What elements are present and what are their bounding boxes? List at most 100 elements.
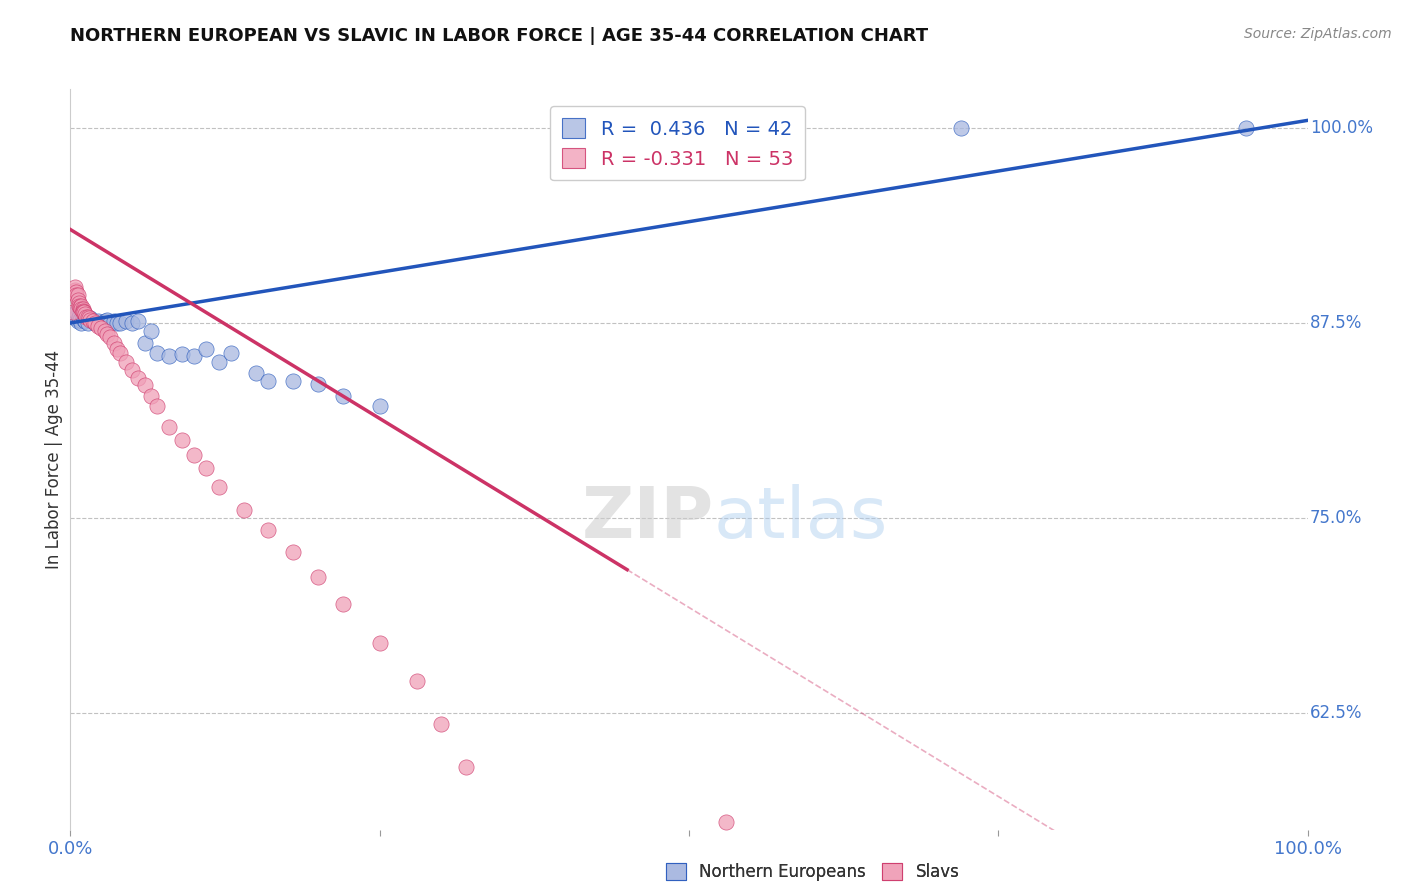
Point — [76, 310, 98, 324]
Point — [195, 343, 218, 357]
Point — [65, 288, 87, 302]
Point — [66, 288, 89, 302]
Point — [950, 121, 973, 136]
Text: Source: ZipAtlas.com: Source: ZipAtlas.com — [1244, 27, 1392, 41]
Text: NORTHERN EUROPEAN VS SLAVIC IN LABOR FORCE | AGE 35-44 CORRELATION CHART: NORTHERN EUROPEAN VS SLAVIC IN LABOR FOR… — [70, 27, 928, 45]
Point — [105, 343, 128, 357]
Point — [115, 314, 138, 328]
Point — [65, 280, 87, 294]
Point — [65, 305, 87, 319]
Point — [108, 345, 131, 359]
Point — [368, 635, 391, 649]
Point — [430, 716, 453, 731]
Point — [76, 316, 98, 330]
Point — [121, 363, 143, 377]
Point — [65, 283, 87, 297]
Text: atlas: atlas — [714, 484, 889, 553]
Point — [72, 305, 94, 319]
Point — [208, 480, 231, 494]
Point — [82, 314, 104, 328]
Point — [183, 349, 205, 363]
Point — [62, 308, 84, 322]
Point — [82, 314, 104, 328]
Point — [75, 307, 97, 321]
Text: 62.5%: 62.5% — [1310, 704, 1362, 722]
Point — [127, 314, 149, 328]
Point — [98, 316, 121, 330]
Text: 87.5%: 87.5% — [1310, 314, 1362, 332]
Point — [77, 311, 100, 326]
Point — [134, 378, 156, 392]
Point — [307, 376, 329, 391]
Point — [70, 316, 93, 330]
Point — [257, 374, 280, 388]
Point — [62, 305, 84, 319]
Point — [103, 336, 125, 351]
Point — [157, 420, 180, 434]
Point — [368, 399, 391, 413]
Point — [75, 310, 97, 324]
Point — [456, 760, 478, 774]
Point — [67, 310, 90, 324]
Point — [73, 313, 96, 327]
Point — [72, 301, 94, 316]
Point — [90, 320, 112, 334]
Point — [72, 310, 94, 324]
Point — [98, 330, 121, 344]
Point — [121, 316, 143, 330]
Point — [66, 293, 89, 307]
Point — [66, 314, 89, 328]
Point — [105, 316, 128, 330]
Point — [103, 314, 125, 328]
Point — [94, 314, 117, 328]
Y-axis label: In Labor Force | Age 35-44: In Labor Force | Age 35-44 — [45, 350, 63, 569]
Point — [134, 336, 156, 351]
Point — [257, 524, 280, 538]
Point — [96, 313, 118, 327]
Point — [208, 355, 231, 369]
Point — [115, 355, 138, 369]
Point — [146, 345, 169, 359]
Point — [67, 295, 90, 310]
Point — [69, 313, 91, 327]
Point — [65, 285, 87, 299]
Point — [1234, 121, 1257, 136]
Point — [73, 305, 96, 319]
Point — [65, 311, 87, 326]
Point — [281, 545, 304, 559]
Text: 100.0%: 100.0% — [1310, 120, 1374, 137]
Point — [183, 449, 205, 463]
Point — [75, 314, 97, 328]
Point — [146, 399, 169, 413]
Point — [157, 349, 180, 363]
Point — [405, 674, 427, 689]
Point — [332, 597, 354, 611]
Point — [139, 389, 162, 403]
Point — [70, 301, 93, 316]
Point — [170, 347, 193, 361]
Point — [72, 303, 94, 318]
Point — [79, 311, 101, 326]
Point — [307, 570, 329, 584]
Legend: Northern Europeans, Slavs: Northern Europeans, Slavs — [659, 856, 966, 888]
Point — [170, 433, 193, 447]
Text: 75.0%: 75.0% — [1310, 508, 1362, 527]
Point — [86, 319, 108, 334]
Point — [332, 389, 354, 403]
Point — [94, 324, 117, 338]
Point — [63, 285, 86, 299]
Text: ZIP: ZIP — [582, 484, 714, 553]
Point — [127, 370, 149, 384]
Point — [108, 316, 131, 330]
Point — [714, 814, 737, 829]
Point — [69, 301, 91, 315]
Point — [84, 316, 107, 330]
Point — [67, 299, 90, 313]
Point — [281, 374, 304, 388]
Point — [90, 316, 112, 330]
Point — [195, 461, 218, 475]
Point — [139, 324, 162, 338]
Point — [232, 503, 254, 517]
Point — [84, 316, 107, 330]
Point — [219, 345, 242, 359]
